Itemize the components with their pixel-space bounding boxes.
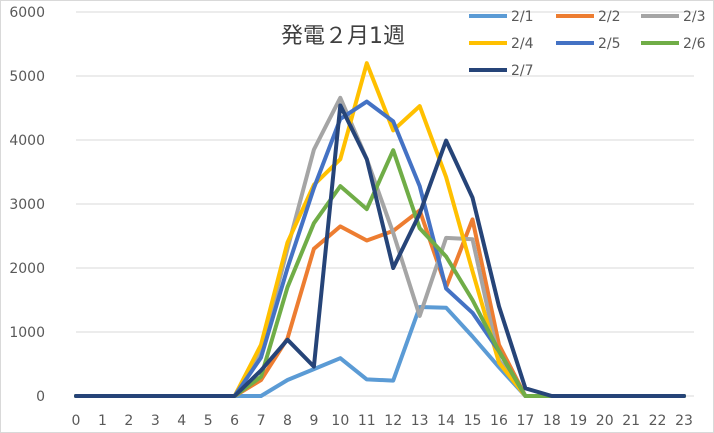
x-tick-label: 1 — [98, 413, 107, 429]
chart-title: 発電２月1週 — [281, 24, 405, 49]
x-tick-label: 7 — [257, 413, 266, 429]
series-line-2/5 — [74, 99, 686, 398]
y-tick-label: 1000 — [9, 325, 45, 341]
y-tick-label: 0 — [36, 389, 45, 405]
x-tick-label: 11 — [358, 413, 376, 429]
legend-label: 2/2 — [598, 9, 621, 25]
x-tick-label: 21 — [622, 413, 640, 429]
x-tick-label: 3 — [151, 413, 160, 429]
series-lines — [74, 61, 686, 398]
legend-label: 2/4 — [511, 36, 534, 52]
series-line-2/1 — [74, 305, 686, 398]
x-tick-label: 20 — [596, 413, 614, 429]
x-axis-ticks: 0 1 2 3 4 5 6 7 8 9 10 11 12 13 14 15 16 17 18 19 20 21 22 23 — [72, 413, 693, 429]
x-tick-label: 23 — [675, 413, 693, 429]
series-line-2/2 — [74, 208, 686, 398]
legend-label: 2/7 — [511, 63, 534, 79]
x-tick-label: 19 — [569, 413, 587, 429]
legend-label: 2/6 — [683, 36, 706, 52]
x-tick-label: 0 — [72, 413, 81, 429]
x-tick-label: 10 — [331, 413, 349, 429]
legend-label: 2/5 — [598, 36, 621, 52]
series-line-2/3 — [74, 95, 686, 398]
x-tick-label: 13 — [411, 413, 429, 429]
x-tick-label: 14 — [437, 413, 455, 429]
x-tick-label: 17 — [516, 413, 534, 429]
legend: 2/1 2/2 2/3 2/4 2/5 2/6 2/7 — [469, 9, 706, 79]
x-tick-label: 6 — [230, 413, 239, 429]
y-tick-label: 5000 — [9, 69, 45, 85]
legend-label: 2/1 — [511, 9, 534, 25]
x-tick-label: 22 — [649, 413, 667, 429]
legend-label: 2/3 — [683, 9, 706, 25]
x-tick-label: 16 — [490, 413, 508, 429]
x-tick-label: 4 — [177, 413, 186, 429]
series-line-2/6 — [74, 148, 686, 398]
x-tick-label: 5 — [204, 413, 213, 429]
x-tick-label: 15 — [464, 413, 482, 429]
y-tick-label: 2000 — [9, 261, 45, 277]
y-axis-ticks: 0 1000 2000 3000 4000 5000 6000 — [9, 5, 45, 405]
x-tick-label: 12 — [384, 413, 402, 429]
x-tick-label: 2 — [124, 413, 133, 429]
gridlines — [76, 11, 694, 397]
y-tick-label: 6000 — [9, 5, 45, 21]
y-tick-label: 3000 — [9, 197, 45, 213]
y-tick-label: 4000 — [9, 133, 45, 149]
x-tick-label: 18 — [543, 413, 561, 429]
x-tick-label: 9 — [309, 413, 318, 429]
series-line-2/7 — [74, 103, 686, 398]
x-tick-label: 8 — [283, 413, 292, 429]
